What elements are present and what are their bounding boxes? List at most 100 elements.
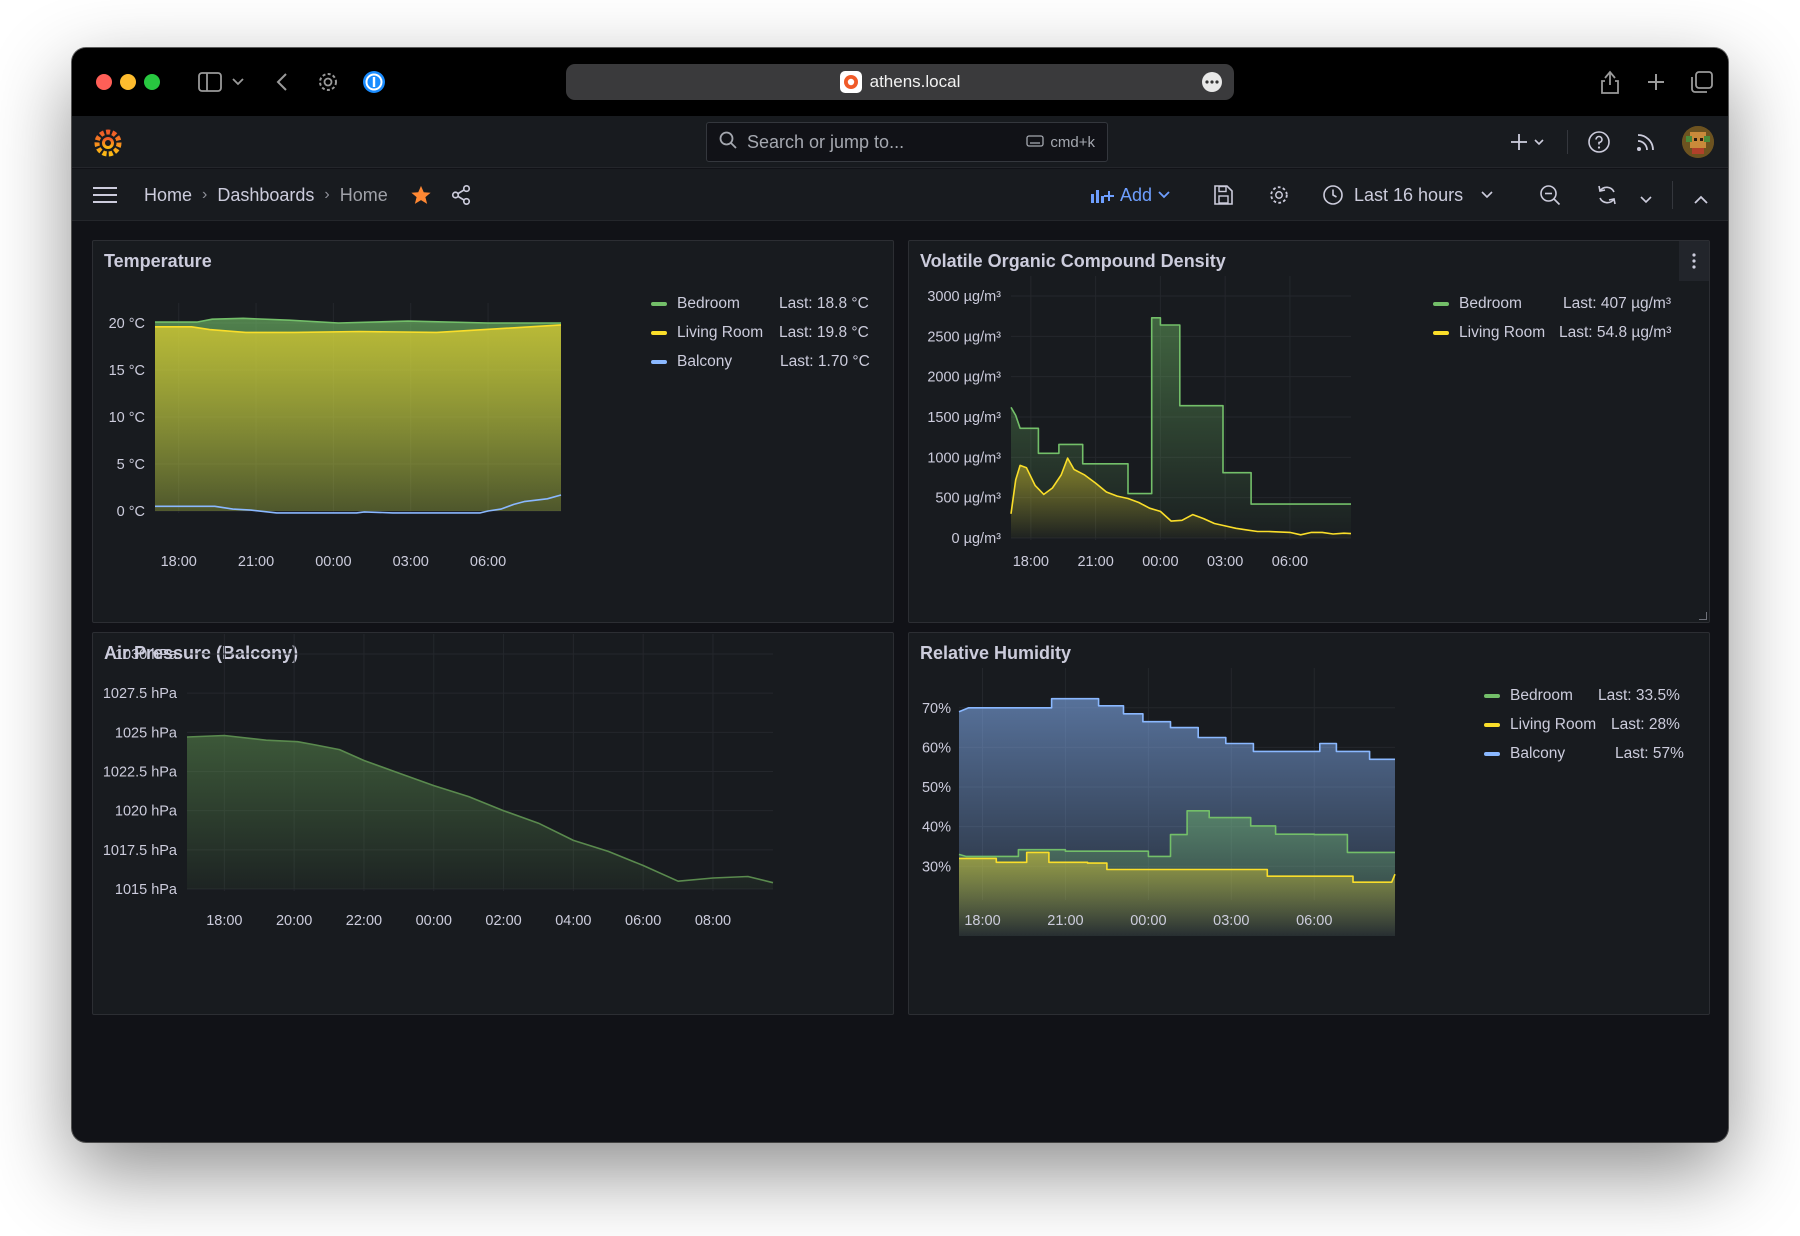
legend-value: Last: 54.8 µg/m³ (1559, 324, 1672, 341)
y-tick-label: 1017.5 hPa (103, 843, 178, 859)
panel-title: Volatile Organic Compound Density (920, 251, 1226, 271)
password-manager-icon[interactable] (358, 66, 390, 98)
legend-item-balcony[interactable]: Balcony (1484, 745, 1565, 763)
x-tick-label: 22:00 (346, 913, 382, 929)
address-bar[interactable]: athens.local (566, 64, 1234, 100)
relative-humidity-panel[interactable]: Relative Humidity 30% 40% 50% 60% 70% 18:00 21… (908, 632, 1710, 1015)
humidity-chart[interactable]: 30% 40% 50% 60% 70% 18:00 21:00 00:00 03:00 06:00 (909, 633, 1709, 1014)
legend-item-living-room[interactable]: Living Room (1484, 716, 1596, 734)
panel-title: Air Pressure (Balcony) (104, 643, 299, 663)
y-tick-label: 30% (922, 859, 951, 875)
search-input[interactable]: Search or jump to... cmd+k (706, 122, 1108, 162)
save-dashboard-icon[interactable] (1212, 184, 1234, 206)
breadcrumb-home[interactable]: Home (144, 184, 193, 205)
panel-menu-icon[interactable] (1679, 241, 1709, 281)
dashboard-navbar: Home › Dashboards › Home Add (72, 169, 1728, 221)
x-tick-label: 03:00 (393, 554, 429, 570)
collapse-chevron-up-icon[interactable] (1694, 191, 1708, 204)
y-tick-label: 5 °C (117, 457, 145, 473)
help-icon[interactable] (1587, 130, 1611, 154)
chart-plot-area (958, 668, 1396, 936)
back-icon[interactable] (266, 66, 298, 98)
sidebar-toggle-icon[interactable] (194, 66, 226, 98)
legend-item-living-room[interactable]: Living Room (651, 324, 763, 342)
x-tick-label: 18:00 (964, 913, 1000, 929)
y-tick-label: 0 µg/m³ (952, 531, 1002, 547)
x-tick-label: 04:00 (555, 913, 591, 929)
x-tick-label: 00:00 (315, 554, 351, 570)
star-icon[interactable] (410, 184, 432, 206)
series-line-bedroom (958, 810, 1395, 858)
temperature-panel[interactable]: Temperature 0 °C 5 °C 10 °C 15 °C 20 °C 18:00… (92, 240, 894, 623)
series-line-living-room (155, 324, 562, 334)
series-line-bedroom (155, 317, 561, 324)
grafana-topnav: Search or jump to... cmd+k (72, 116, 1728, 168)
grafana-logo-icon[interactable] (92, 126, 124, 158)
legend-label: Living Room (1459, 324, 1546, 341)
legend-swatch (1433, 302, 1449, 306)
refresh-icon[interactable] (1596, 184, 1618, 206)
dashboard-settings-icon[interactable] (1268, 184, 1290, 206)
news-feed-icon[interactable] (1634, 130, 1658, 154)
chart-plot-area (186, 634, 774, 891)
share-icon[interactable] (1594, 66, 1626, 98)
x-tick-label: 08:00 (695, 913, 731, 929)
x-tick-label: 00:00 (1130, 913, 1166, 929)
series-area-air-pressure (187, 735, 773, 889)
user-avatar[interactable] (1682, 126, 1714, 158)
settings-gear-icon[interactable] (312, 66, 344, 98)
legend-item-bedroom[interactable]: Bedroom (1433, 295, 1522, 313)
time-range-picker[interactable]: Last 16 hours (1322, 169, 1493, 221)
zoom-out-icon[interactable] (1539, 184, 1561, 206)
legend-item-living-room[interactable]: Living Room (1433, 324, 1545, 342)
y-tick-label: 500 µg/m³ (935, 491, 1001, 507)
voc-panel[interactable]: Volatile Organic Compound Density 0 µg/m… (908, 240, 1710, 623)
y-tick-label: 20 °C (109, 316, 145, 332)
legend-item-bedroom[interactable]: Bedroom (651, 295, 740, 313)
minimize-window-button[interactable] (120, 74, 136, 90)
menu-hamburger-icon[interactable] (92, 184, 118, 206)
legend-value: Last: 1.70 °C (780, 353, 870, 370)
legend-item-balcony[interactable]: Balcony (651, 353, 732, 371)
x-tick-label: 02:00 (485, 913, 521, 929)
share-dashboard-icon[interactable] (450, 184, 472, 206)
series-area-living-room (959, 852, 1395, 936)
x-tick-label: 21:00 (1077, 554, 1113, 570)
close-window-button[interactable] (96, 74, 112, 90)
air-pressure-panel[interactable]: Air Pressure (Balcony) 1015 hPa 1017.5 hP… (92, 632, 894, 1015)
more-options-icon[interactable] (1202, 72, 1222, 92)
legend-item-bedroom[interactable]: Bedroom (1484, 687, 1573, 705)
resize-handle-icon[interactable] (1699, 612, 1707, 620)
series-area-living-room (155, 324, 561, 511)
legend-swatch (651, 360, 667, 364)
url-text: athens.local (869, 72, 961, 91)
y-tick-label: 10 °C (109, 410, 145, 426)
legend-label: Living Room (677, 324, 764, 341)
search-icon (719, 131, 737, 154)
zoom-window-button[interactable] (144, 74, 160, 90)
refresh-interval-chevron-icon[interactable] (1640, 191, 1652, 204)
x-tick-label: 03:00 (1213, 913, 1249, 929)
voc-chart[interactable]: 0 µg/m³ 500 µg/m³ 1000 µg/m³ 1500 µg/m³ 2000… (909, 241, 1709, 622)
panel-title: Relative Humidity (920, 643, 1072, 663)
y-tick-label: 1020 hPa (115, 804, 178, 820)
keyboard-shortcut-hint: cmd+k (1026, 134, 1095, 151)
chevron-down-icon[interactable] (222, 66, 254, 98)
breadcrumb: Home › Dashboards › Home (144, 169, 472, 221)
tab-overview-icon[interactable] (1686, 66, 1718, 98)
new-tab-icon[interactable] (1640, 66, 1672, 98)
add-button[interactable]: Add (1090, 169, 1170, 221)
keyboard-icon (1026, 134, 1045, 151)
y-tick-label: 15 °C (109, 363, 145, 379)
temperature-chart[interactable]: 0 °C 5 °C 10 °C 15 °C 20 °C 18:00 21:00 00:00 03… (93, 241, 893, 622)
chart-plot-area (155, 303, 562, 514)
y-tick-label: 70% (922, 701, 951, 717)
new-plus-icon[interactable] (1510, 130, 1550, 154)
air-pressure-chart[interactable]: 1015 hPa 1017.5 hPa 1020 hPa 1022.5 hPa 1025… (93, 633, 893, 1014)
breadcrumb-dashboards[interactable]: Dashboards (217, 184, 315, 205)
breadcrumb-current: Home (339, 184, 388, 205)
y-tick-label: 50% (922, 780, 951, 796)
legend-label: Living Room (1510, 716, 1597, 733)
y-tick-label: 1000 µg/m³ (927, 450, 1001, 466)
series-line-balcony (155, 494, 562, 514)
